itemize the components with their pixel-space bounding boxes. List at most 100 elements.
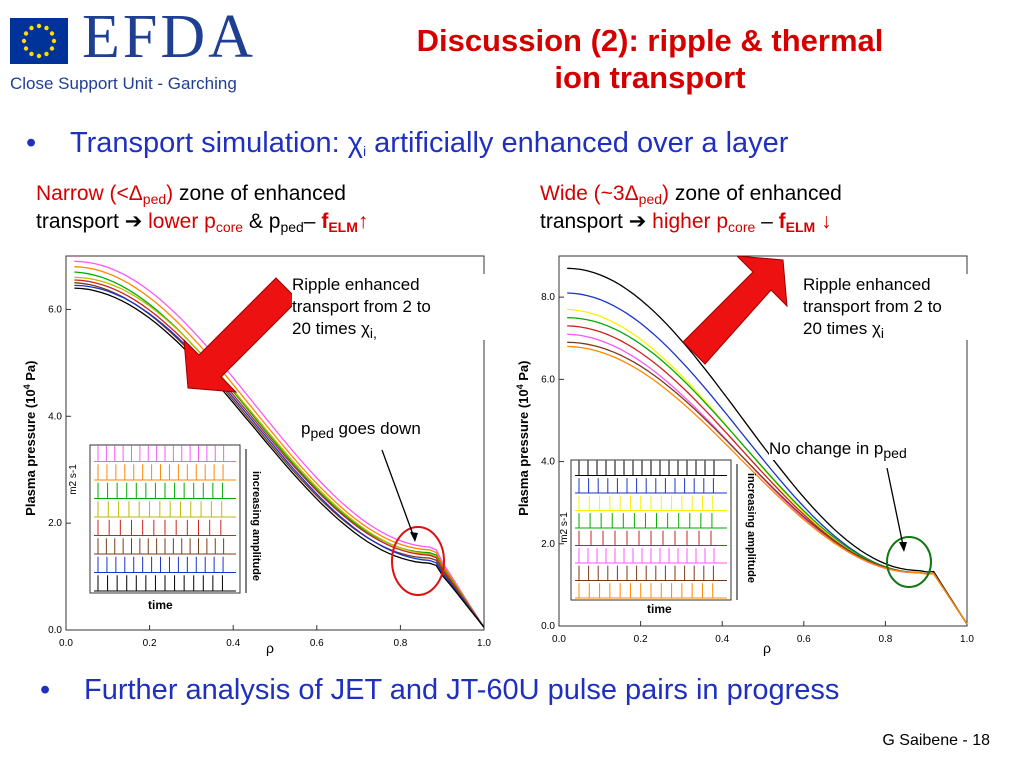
left-y-tick-label: 6.0 (48, 304, 62, 315)
left-pressure-curve (74, 287, 485, 628)
right-annot-line2: transport from 2 to (803, 297, 942, 316)
right-y-tick-label: 2.0 (541, 539, 555, 550)
right-nochange-text: No change in p (769, 439, 884, 458)
eu-star-icon (21, 38, 27, 44)
right-x-tick-label: 0.4 (715, 634, 729, 645)
left-annot-line3: 20 times χ (292, 319, 370, 338)
big-red-arrow-up-right (682, 255, 788, 365)
left-inset-xlabel: time (148, 598, 173, 612)
right-y-tick-label: 4.0 (541, 457, 555, 468)
rh-higher-p: higher p (652, 210, 729, 233)
left-x-tick-label: 0.0 (59, 638, 73, 649)
bullet1-suffix: artificially enhanced over a layer (366, 127, 789, 159)
right-y-tick-label: 6.0 (541, 374, 555, 385)
left-y-tick-label: 0.0 (48, 625, 62, 636)
left-inset-frame (89, 444, 241, 594)
bullet1-prefix: Transport simulation: (70, 127, 348, 159)
eu-star-icon (44, 25, 49, 31)
left-x-tick-label: 0.4 (226, 638, 240, 649)
right-nochange-sub: ped (883, 445, 907, 461)
bullet2-text: Further analysis of JET and JT-60U pulse… (84, 674, 840, 706)
lh-transport: transport ➔ (36, 210, 149, 233)
lh-ped-sub2: ped (280, 219, 304, 235)
left-plot-frame (65, 255, 485, 631)
bullet-transport-simulation: • Transport simulation: χi artificially … (26, 127, 789, 160)
down-arrow-icon: ↓ (815, 210, 832, 233)
right-ylabel-text: Plasma pressure (10 (516, 389, 532, 516)
left-ripple-annotation: Ripple enhanced transport from 2 to 20 t… (292, 274, 492, 340)
left-annot-line1: Ripple enhanced (292, 275, 420, 294)
big-red-arrow-down-left (183, 277, 299, 393)
left-ylabel-end: Pa) (23, 360, 39, 385)
wide-zone-heading: Wide (~3Δped) zone of enhanced transport… (540, 180, 842, 236)
left-x-tick-label: 0.6 (310, 638, 324, 649)
eu-star-icon (29, 51, 34, 57)
eu-star-icon (49, 31, 55, 36)
annotation-pointer-head (410, 532, 418, 542)
right-x-axis-label: ρ (763, 640, 771, 656)
right-x-tick-label: 0.2 (634, 634, 648, 645)
left-x-tick-label: 1.0 (477, 638, 491, 649)
left-y-axis-label: Plasma pressure (104 Pa) (22, 358, 38, 518)
lh-dash: – (303, 210, 322, 233)
left-pressure-curve (74, 279, 485, 628)
right-ripple-annotation: Ripple enhanced transport from 2 to 20 t… (803, 274, 975, 340)
left-x-axis-label: ρ (266, 640, 274, 656)
left-pressure-curve (74, 266, 485, 628)
lh-lower-p: lower p (148, 210, 216, 233)
right-x-tick-label: 0.8 (878, 634, 892, 645)
lh-zone: zone of enhanced (173, 182, 346, 205)
lh-ped-sub: ped (142, 191, 167, 207)
right-annot-line1: Ripple enhanced (803, 275, 931, 294)
eu-flag-logo (10, 18, 68, 64)
rh-paren: ) (662, 182, 670, 205)
lh-elm-sub: ELM (328, 219, 358, 235)
right-x-tick-label: 1.0 (960, 634, 974, 645)
left-y-tick-label: 4.0 (48, 411, 62, 422)
slide-title: Discussion (2): ripple & thermal ion tra… (300, 22, 1000, 96)
right-y-tick-label: 0.0 (541, 621, 555, 632)
up-arrow-icon: ↑ (357, 210, 369, 233)
title-line-2: ion transport (554, 60, 746, 95)
rh-zone: zone of enhanced (669, 182, 842, 205)
title-line-1: Discussion (2): ripple & thermal (416, 23, 884, 58)
right-no-change-annotation: No change in pped (769, 438, 907, 460)
left-pressure-curve (74, 260, 485, 628)
rh-dash: – (755, 210, 779, 233)
slide-footer: G Saibene - 18 (882, 732, 990, 749)
rh-ped-sub: ped (638, 191, 663, 207)
bullet-dot-icon: • (26, 127, 37, 159)
lh-narrow: Narrow (<Δ (36, 182, 143, 205)
rh-elm-sub: ELM (785, 219, 816, 235)
lh-core-sub: core (215, 219, 244, 235)
right-annot-line3: 20 times χ (803, 319, 881, 338)
rh-wide: Wide (~3Δ (540, 182, 639, 205)
left-pressure-curve (74, 284, 485, 628)
eu-star-icon (49, 46, 55, 51)
right-x-tick-label: 0.0 (552, 634, 566, 645)
eu-star-icon (23, 46, 29, 51)
lh-and-p: & p (243, 210, 281, 233)
right-annotation-pointer-head (899, 542, 907, 552)
left-pressure-plot: 0.0 0.2 0.4 0.6 0.8 1.0 0.0 2.0 4.0 6.0 Ripple en… (22, 250, 492, 662)
left-x-tick-label: 0.8 (393, 638, 407, 649)
red-circle-highlight (391, 526, 445, 596)
right-ylabel-sup: 4 (514, 384, 525, 390)
left-ylabel-text: Plasma pressure (10 (23, 389, 39, 516)
left-inset-side-label: increasing amplitude (250, 470, 262, 582)
lh-f: f (321, 210, 329, 233)
left-pressure-curve (74, 276, 485, 628)
efda-wordmark: EFDA (82, 3, 256, 71)
left-x-tick-label: 0.2 (143, 638, 157, 649)
rh-core-sub: core (728, 219, 756, 235)
right-pressure-curve (567, 345, 968, 625)
left-pped-sub: ped (310, 425, 334, 441)
right-y-tick-label: 8.0 (541, 292, 555, 303)
left-pped-annotation: pped goes down (301, 418, 421, 440)
right-inset-side-label: increasing amplitude (745, 472, 757, 584)
right-x-tick-label: 0.6 (797, 634, 811, 645)
green-circle-highlight (886, 536, 932, 588)
left-annot-line2: transport from 2 to (292, 297, 431, 316)
right-pressure-plot: 0.0 0.2 0.4 0.6 0.8 1.0 0.0 2.0 4.0 6.0 8.0 Ripple… (515, 250, 975, 662)
eu-star-icon (36, 23, 42, 29)
